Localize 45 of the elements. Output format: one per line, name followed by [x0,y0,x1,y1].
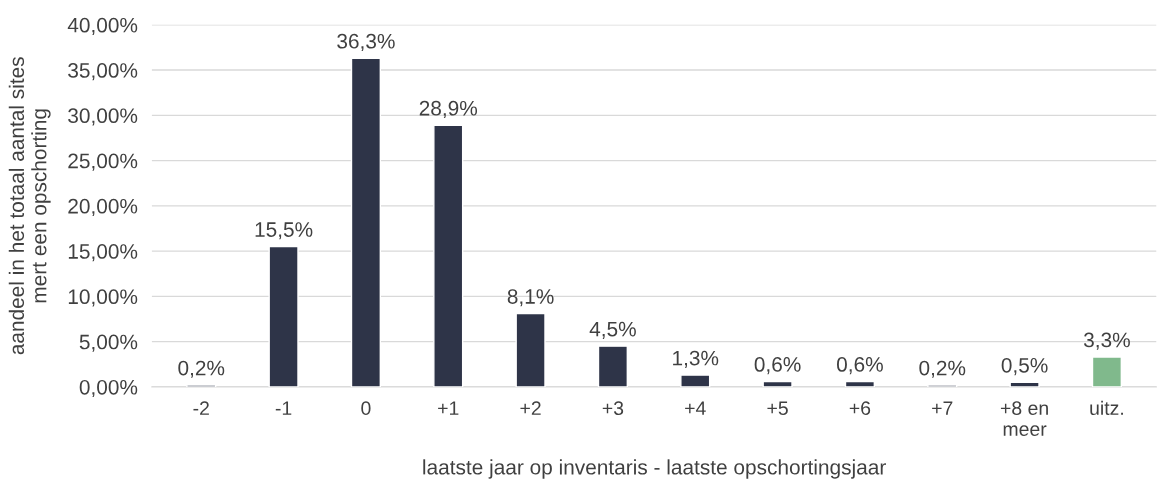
data-label: 0,6% [836,357,883,375]
x-tick-label: +4 [685,401,706,415]
y-tick-label: 15,00% [68,244,138,262]
bar [680,374,711,387]
y-tick-label: 20,00% [68,198,138,217]
x-tick-label: +7 [932,401,953,415]
x-tick-label: +1 [438,401,459,415]
data-label: 3,3% [1083,332,1130,350]
bar [350,57,382,387]
bar [762,380,793,387]
x-axis-title: laatste jaar op inventaris - laatste opschortingsjaar [423,459,886,479]
data-label: 0,2% [919,360,966,378]
x-tick-label: +5 [767,401,788,416]
bar [268,245,299,387]
x-tick-label: 0 [361,401,371,416]
x-tick-label: +3 [602,401,624,416]
x-tick-label: +8 en meer [1000,401,1048,436]
bar [515,312,546,387]
x-tick-label: +6 [849,401,871,416]
y-tick-label: 10,00% [68,289,138,307]
bar [1009,381,1040,387]
y-tick-label: 25,00% [68,153,138,171]
bar [597,345,629,387]
x-tick-label: -2 [193,401,209,415]
data-label: 36,3% [337,33,395,52]
bar [1091,356,1123,387]
x-tick-label: uitz. [1090,400,1123,416]
y-tick-label: 5,00% [79,334,138,352]
data-label: 4,5% [589,321,636,339]
data-label: 0,2% [178,360,225,378]
data-label: 1,3% [673,350,719,368]
bar [844,380,876,387]
data-label: 8,1% [507,289,554,307]
bar [433,124,464,387]
y-tick-label: 40,00% [67,17,138,36]
y-axis-title: aandeel in het totaal aantal sites mert een opschorting [8,57,51,355]
data-label: 15,5% [255,222,313,240]
data-label: 0,6% [754,357,801,375]
data-label: 0,5% [1001,357,1048,376]
data-label: 28,9% [419,100,478,119]
x-tick-label: +2 [520,401,541,415]
y-tick-label: 0,00% [79,379,138,398]
y-tick-label: 30,00% [68,108,138,126]
x-tick-label: -1 [275,401,292,415]
y-tick-label: 35,00% [68,63,138,81]
